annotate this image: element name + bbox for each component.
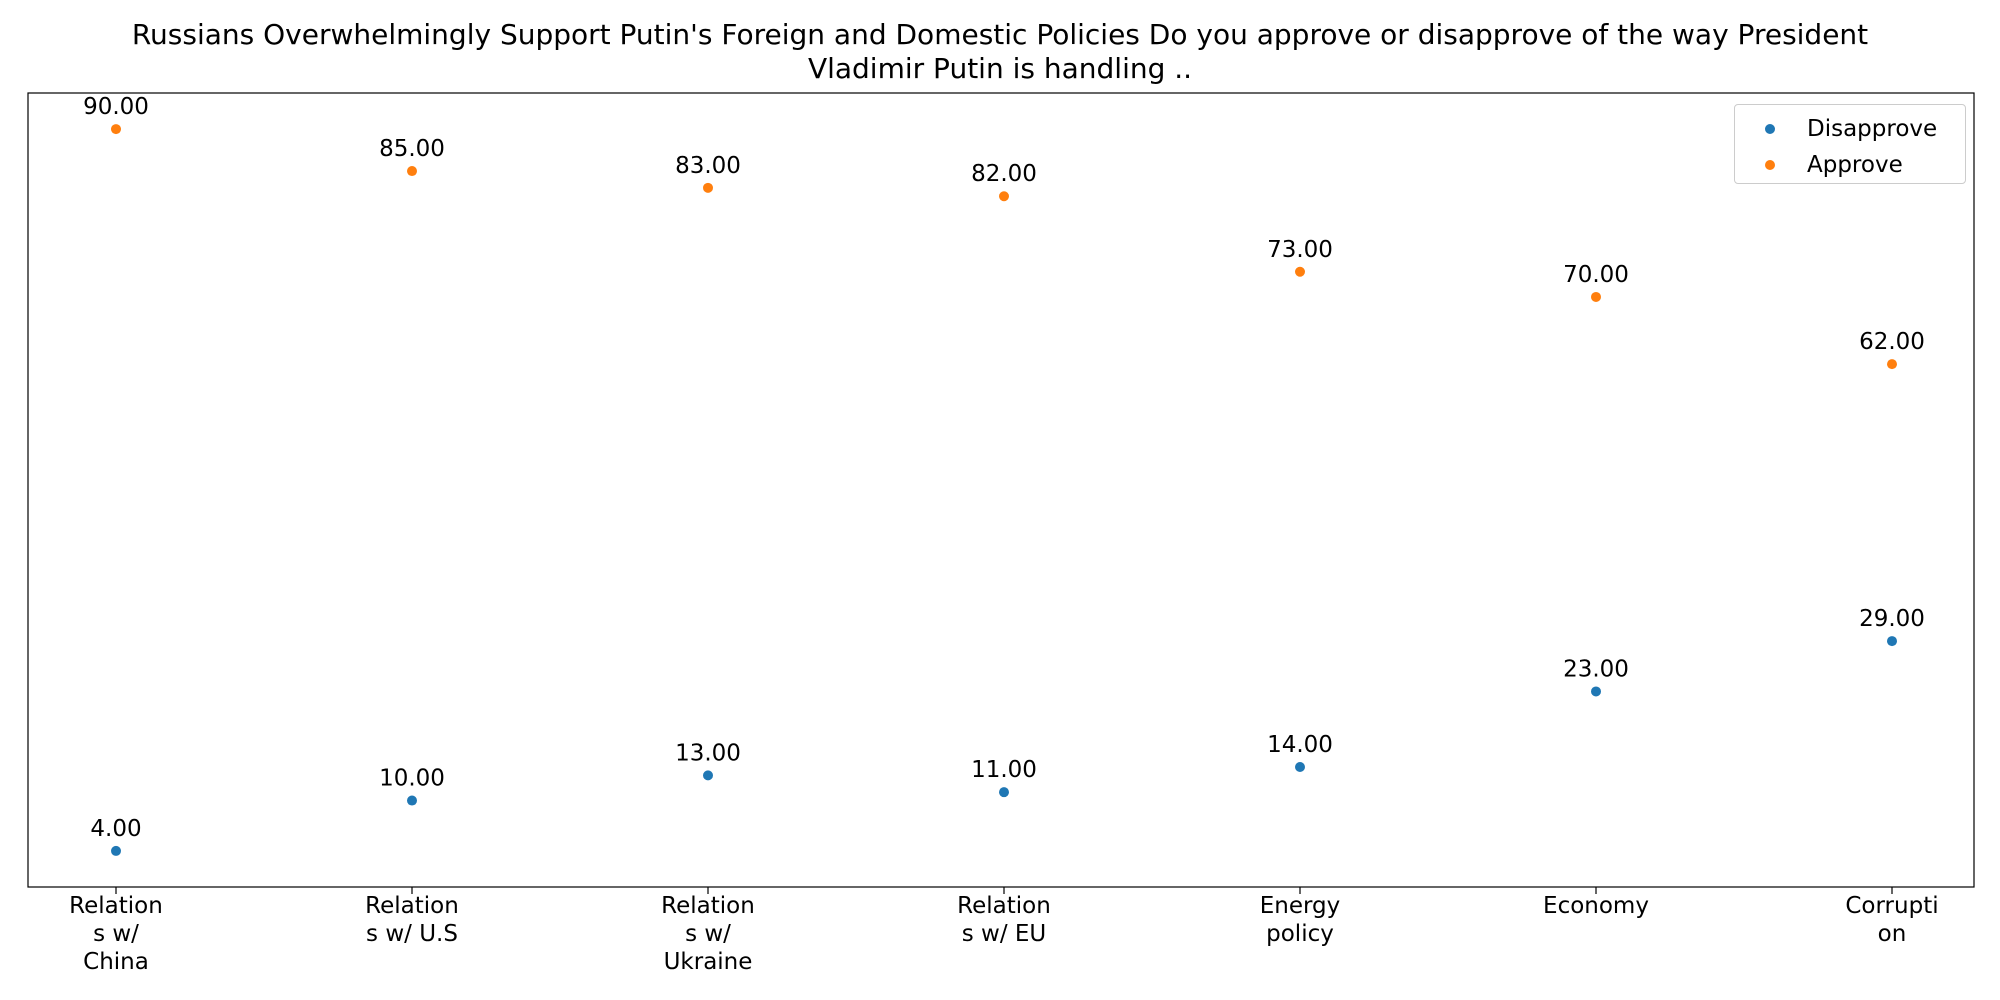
point-disapprove xyxy=(407,795,417,806)
point-disapprove xyxy=(111,845,121,856)
data-label-disapprove: 14.00 xyxy=(1267,732,1333,758)
point-disapprove xyxy=(1591,686,1601,697)
x-tick-label-line: Ukraine xyxy=(663,949,753,975)
plot-frame xyxy=(27,92,1975,888)
x-tick-label-line: Relation xyxy=(69,893,163,919)
legend-label-disapprove: Disapprove xyxy=(1807,116,1938,142)
data-label-approve: 73.00 xyxy=(1267,237,1333,263)
legend-label-approve: Approve xyxy=(1807,152,1903,178)
x-tick-label-line: s w/ U.S xyxy=(366,921,458,947)
point-approve xyxy=(999,191,1009,202)
data-label-approve: 85.00 xyxy=(379,136,445,162)
point-disapprove xyxy=(1887,636,1897,647)
point-approve xyxy=(1295,266,1305,277)
point-disapprove xyxy=(703,770,713,781)
x-tick-label-line: Economy xyxy=(1543,893,1649,919)
legend: Disapprove Approve xyxy=(1734,104,1966,184)
x-tick-label-line: Relation xyxy=(661,893,755,919)
x-tick-label-line: Relation xyxy=(365,893,459,919)
x-tick-label-energy-policy: Energy policy xyxy=(1230,892,1370,948)
x-tick-label-line: s w/ EU xyxy=(961,921,1047,947)
x-tick-label-line: Energy xyxy=(1259,893,1341,919)
x-tick-label-line: China xyxy=(83,949,149,975)
legend-marker-approve xyxy=(1765,160,1775,170)
data-label-disapprove: 13.00 xyxy=(675,740,741,766)
data-label-disapprove: 10.00 xyxy=(379,766,445,792)
point-approve xyxy=(407,166,417,177)
data-label-approve: 62.00 xyxy=(1859,329,1925,355)
x-tick-label-relation-s-w-u-s: Relation s w/ U.S xyxy=(342,892,482,948)
point-disapprove xyxy=(1295,761,1305,772)
data-label-disapprove: 4.00 xyxy=(90,816,141,842)
x-tick-label-line: Corrupti xyxy=(1845,893,1939,919)
legend-item-disapprove: Disapprove xyxy=(1735,111,1937,147)
x-tick-label-line: on xyxy=(1877,921,1907,947)
data-label-approve: 70.00 xyxy=(1563,262,1629,288)
legend-item-approve: Approve xyxy=(1735,147,1903,183)
chart-title: Russians Overwhelmingly Support Putin's … xyxy=(0,18,2000,86)
data-label-disapprove: 29.00 xyxy=(1859,606,1925,632)
x-tick-label-relation-s-w-ukraine: Relation s w/Ukraine xyxy=(638,892,778,976)
x-tick-label-corrupti-on: Corrupti on xyxy=(1822,892,1962,948)
data-labels: 4.00 10.00 13.00 11.00 14.00 23.00 29.00 90.00 8… xyxy=(83,94,1925,842)
data-label-approve: 82.00 xyxy=(971,161,1037,187)
point-approve xyxy=(111,124,121,135)
data-label-disapprove: 23.00 xyxy=(1563,656,1629,682)
x-tick-label-line: s w/ xyxy=(93,921,139,947)
x-tick-label-line: policy xyxy=(1266,921,1334,947)
x-tick-label-line: s w/ xyxy=(685,921,731,947)
point-approve xyxy=(1591,291,1601,302)
data-points xyxy=(111,124,1897,856)
x-tick-label-economy: Economy xyxy=(1526,892,1666,920)
chart-title-line-2: Vladimir Putin is handling .. xyxy=(807,52,1193,85)
data-label-approve: 90.00 xyxy=(83,94,149,120)
x-tick-label-line: Relation xyxy=(957,893,1051,919)
x-tick-label-relation-s-w-eu: Relation s w/ EU xyxy=(934,892,1074,948)
chart-title-line-1: Russians Overwhelmingly Support Putin's … xyxy=(131,18,1869,51)
data-label-disapprove: 11.00 xyxy=(971,757,1037,783)
point-approve xyxy=(703,182,713,193)
data-label-approve: 83.00 xyxy=(675,153,741,179)
legend-marker-disapprove xyxy=(1765,124,1775,134)
x-tick-label-relation-s-w-china: Relation s w/China xyxy=(46,892,186,976)
point-approve xyxy=(1887,359,1897,370)
point-disapprove xyxy=(999,787,1009,798)
x-axis-ticks xyxy=(115,887,1893,894)
